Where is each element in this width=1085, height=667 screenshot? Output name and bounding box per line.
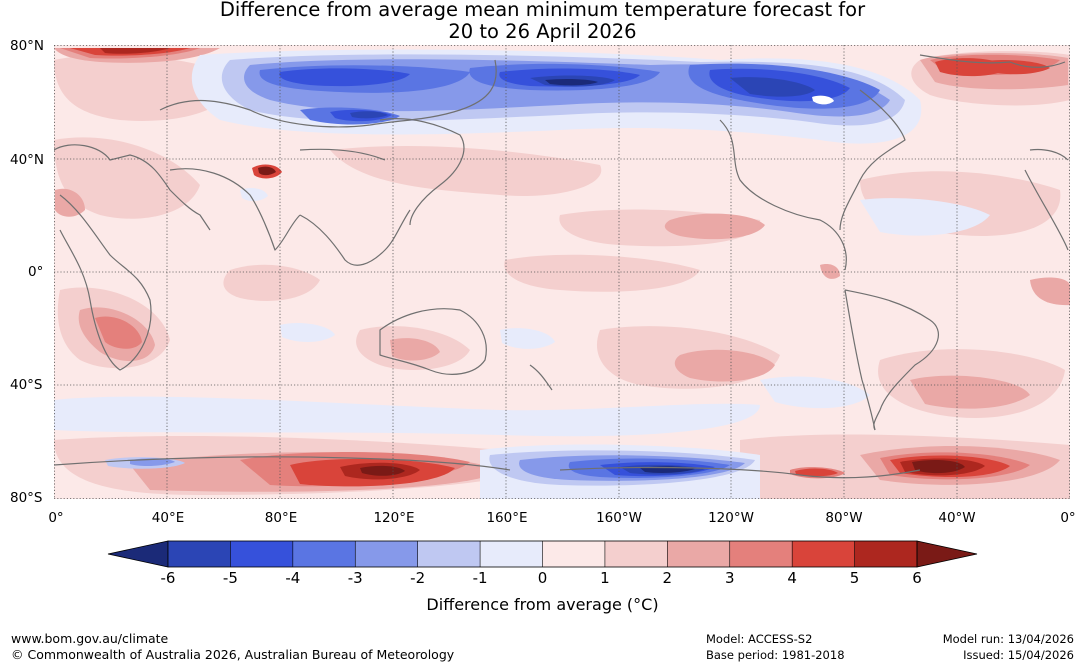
lon-label-120w: 120°W [708, 510, 754, 526]
issued-date: Issued: 15/04/2026 [963, 648, 1074, 662]
lon-label-40e: 40°E [151, 510, 185, 526]
lon-label-160w: 160°W [596, 510, 642, 526]
lon-label-40w: 40°W [938, 510, 976, 526]
colorbar-over-arrow [916, 540, 978, 568]
colorbar-tick-label: -5 [222, 569, 238, 587]
colorbar-segment [542, 541, 605, 567]
colorbar [107, 540, 978, 568]
map-title-line-2: 20 to 26 April 2026 [448, 20, 637, 43]
model-run-date: Model run: 13/04/2026 [942, 632, 1074, 646]
colorbar-segment [417, 541, 481, 567]
colorbar-tick-label: 4 [787, 569, 797, 587]
colorbar-segment [667, 541, 730, 567]
colorbar-segment [792, 541, 855, 567]
copyright-text: © Commonwealth of Australia 2026, Austra… [11, 647, 455, 662]
anomaly-field [54, 45, 1070, 499]
lon-label-120e: 120°E [373, 510, 415, 526]
colorbar-tick-label: 2 [662, 569, 673, 587]
lon-label-0-right: 0° [1060, 510, 1076, 526]
model-name: Model: ACCESS-S2 [706, 632, 813, 646]
colorbar-segment [604, 541, 668, 567]
lon-label-80w: 80°W [825, 510, 863, 526]
lat-label-40s: 40°S [10, 377, 43, 393]
colorbar-segment [480, 541, 543, 567]
lon-label-0-left: 0° [48, 510, 64, 526]
lat-label-equator: 0° [28, 264, 44, 280]
base-period: Base period: 1981-2018 [706, 648, 845, 662]
colorbar-title: Difference from average (°C) [426, 595, 659, 614]
colorbar-tick-label: 1 [600, 569, 610, 587]
lon-label-160e: 160°E [486, 510, 528, 526]
colorbar-tick-label: 6 [912, 569, 922, 587]
colorbar-segment [854, 541, 917, 567]
colorbar-tick-label: 3 [724, 569, 735, 587]
colorbar-segment [355, 541, 418, 567]
lat-label-40n: 40°N [10, 152, 45, 168]
colorbar-segment [292, 541, 356, 567]
colorbar-tick-label: -3 [347, 569, 363, 587]
colorbar-tick-label: 0 [537, 569, 548, 587]
colorbar-segment [729, 541, 793, 567]
colorbar-tick-label: 5 [849, 569, 860, 587]
colorbar-tick-label: -4 [285, 569, 301, 587]
map-title-line-1: Difference from average mean minimum tem… [219, 0, 866, 21]
lat-label-80n: 80°N [10, 38, 45, 54]
lat-label-80s: 80°S [10, 490, 43, 506]
lon-label-80e: 80°E [264, 510, 298, 526]
colorbar-segment [230, 541, 293, 567]
colorbar-tick-label: -6 [160, 569, 176, 587]
colorbar-tick-label: -2 [410, 569, 426, 587]
colorbar-tick-label: -1 [472, 569, 488, 587]
colorbar-segment [168, 541, 231, 567]
colorbar-under-arrow [107, 540, 169, 568]
website-link[interactable]: www.bom.gov.au/climate [11, 631, 169, 646]
